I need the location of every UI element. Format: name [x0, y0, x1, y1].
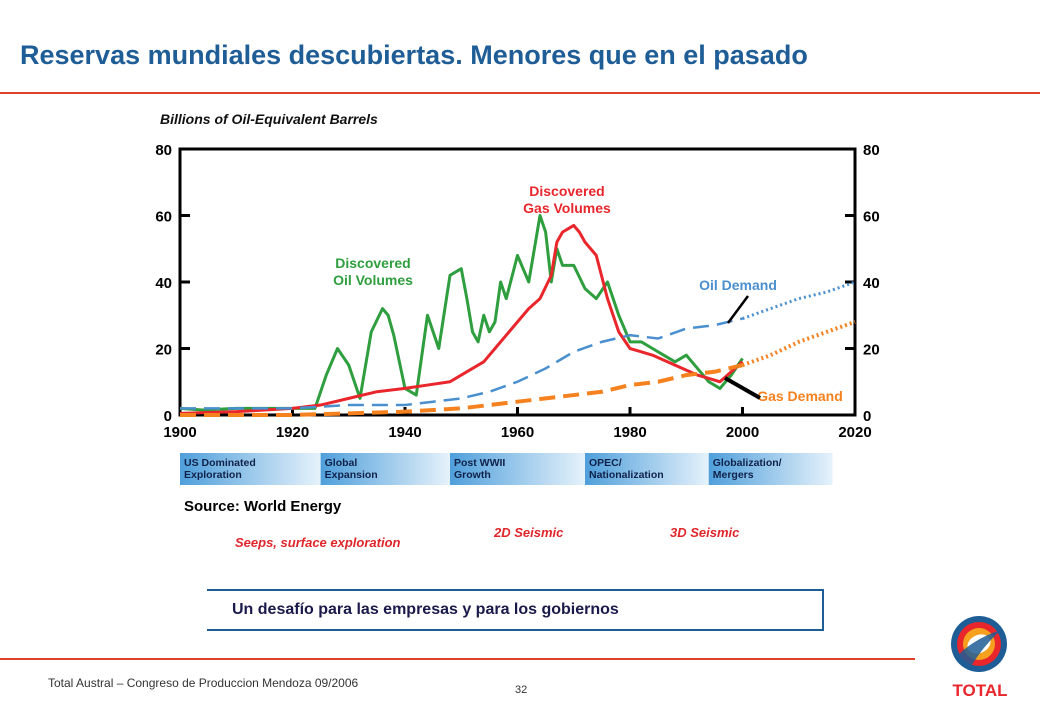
era-segment — [320, 453, 450, 485]
y-tick-label-right: 80 — [863, 142, 880, 159]
era-label-line: Globalization/ — [713, 457, 782, 469]
y-tick-label-right: 40 — [863, 275, 880, 292]
y-tick-label-left: 40 — [155, 275, 172, 292]
era-segment — [708, 453, 833, 485]
x-tick-label: 1960 — [501, 424, 534, 441]
era-segment — [180, 453, 321, 485]
discovered-gas-volumes-line — [179, 223, 744, 415]
discovered-gas-volumes-label: Discovered Gas Volumes — [523, 183, 611, 216]
x-tick-label: 2000 — [726, 424, 759, 441]
total-logo: TOTAL — [951, 616, 1008, 700]
callout-text: Un desafío para las empresas y para los … — [232, 601, 619, 618]
era-segment-label: Global Expansion — [325, 457, 378, 481]
chart-series — [179, 214, 856, 417]
era-label-line: Expansion — [325, 469, 378, 481]
era-3d-seismic-label: 3D Seismic — [670, 525, 740, 540]
logo-wordmark: TOTAL — [952, 681, 1007, 700]
logo-swoosh — [957, 630, 1001, 666]
era-label-line: Post WWII — [454, 457, 505, 469]
era-segment-label: Globalization/Mergers — [713, 457, 782, 481]
era-2d-seismic-label: 2D Seismic — [494, 525, 564, 540]
series-label-line: Discovered — [335, 255, 410, 271]
title-divider — [0, 92, 1040, 94]
discovered-oil-volumes-line — [179, 214, 744, 412]
slide-title: Reservas mundiales descubiertas. Menores… — [20, 40, 808, 70]
y-tick-label-left: 80 — [155, 142, 172, 159]
discovered-oil-volumes-label: Discovered Oil Volumes — [333, 255, 413, 288]
x-tick-label: 1980 — [613, 424, 646, 441]
gas-demand-line — [180, 363, 743, 417]
series-label-line: Oil Demand — [699, 277, 777, 293]
x-tick-label: 2020 — [838, 424, 871, 441]
era-label-line: Growth — [454, 469, 491, 481]
era-segment — [585, 453, 709, 485]
y-tick-label-left: 0 — [164, 408, 172, 425]
series-label-line: Discovered — [529, 183, 604, 199]
era-label-line: Global — [325, 457, 358, 469]
footer-text: Total Austral – Congreso de Produccion M… — [48, 676, 359, 690]
gas-demand-label: Gas Demand — [757, 388, 843, 404]
x-tick-label: 1920 — [276, 424, 309, 441]
oil-demand-pointer — [726, 295, 750, 324]
y-tick-label-left: 60 — [155, 209, 172, 226]
x-tick-label: 1940 — [388, 424, 421, 441]
era-segment-label: US Dominated Exploration — [184, 457, 256, 481]
era-label-line: OPEC/ — [589, 457, 622, 469]
chart-title: Billions of Oil-Equivalent Barrels — [160, 111, 378, 127]
era-label-line: Exploration — [184, 469, 242, 481]
era-segment-label: OPEC/Nationalization — [589, 457, 664, 481]
footer-divider — [0, 658, 915, 660]
page-number: 32 — [515, 684, 528, 696]
gas-demand-projection-line — [741, 320, 856, 368]
callout-box: Un desafío para las empresas y para los … — [207, 589, 824, 631]
oil-demand-line — [180, 317, 743, 410]
era-label-line: US Dominated — [184, 457, 256, 469]
source-note: Source: World Energy — [184, 498, 342, 515]
series-label-line: Oil Volumes — [333, 272, 413, 288]
era-segment-label: Post WWII Growth — [454, 457, 505, 481]
y-tick-label-right: 20 — [863, 342, 880, 359]
series-label-line: Gas Volumes — [523, 200, 611, 216]
y-tick-label-left: 20 — [155, 342, 172, 359]
era-bar: US Dominated Exploration Global Expansion Po… — [180, 453, 833, 485]
era-label-line: Nationalization — [589, 469, 664, 481]
oil-gas-chart: Billions of Oil-Equivalent Barrels 0 020 2… — [155, 111, 880, 485]
era-seeps-label: Seeps, surface exploration — [235, 535, 401, 550]
y-tick-label-right: 0 — [863, 408, 871, 425]
era-label-line: Mergers — [713, 469, 754, 481]
era-segment — [450, 453, 585, 485]
y-tick-label-right: 60 — [863, 209, 880, 226]
gas-demand-pointer — [724, 376, 761, 400]
oil-demand-label: Oil Demand — [699, 277, 777, 293]
x-tick-label: 1900 — [163, 424, 196, 441]
series-label-line: Gas Demand — [757, 388, 843, 404]
